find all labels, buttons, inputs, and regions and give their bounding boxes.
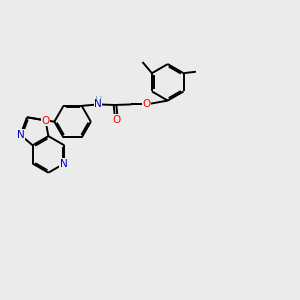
Text: O: O bbox=[142, 99, 151, 110]
Text: N: N bbox=[94, 99, 102, 110]
Text: N: N bbox=[16, 130, 24, 140]
Text: O: O bbox=[112, 115, 121, 125]
Text: H: H bbox=[94, 97, 102, 106]
Text: N: N bbox=[60, 158, 68, 169]
Text: O: O bbox=[41, 116, 50, 125]
